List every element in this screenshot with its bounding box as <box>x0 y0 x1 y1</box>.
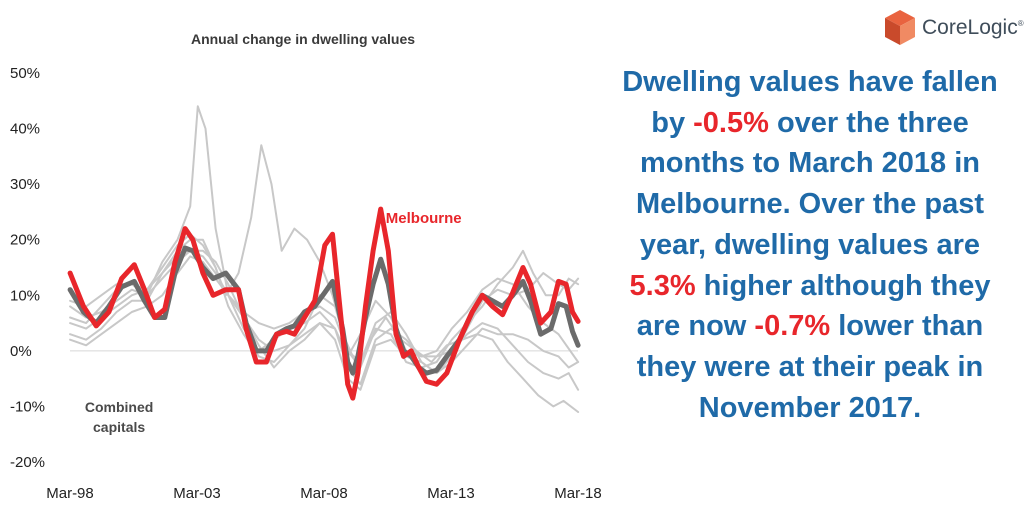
annual-change: 5.3% <box>629 269 696 302</box>
commentary-text: Dwelling values have fallen by -0.5% ove… <box>608 62 1012 428</box>
three-month-change: -0.5% <box>693 106 769 139</box>
combined-capitals-label: Combined <box>85 399 153 415</box>
corelogic-logo: CoreLogic® <box>880 6 1024 52</box>
x-tick-label: Mar-18 <box>554 485 602 502</box>
commentary-part-4: lower than they were at their peak in No… <box>636 310 984 424</box>
y-tick-label: 0% <box>10 343 32 360</box>
commentary-part-3: higher although they are now <box>636 269 991 343</box>
chart-area: Annual change in dwelling values 50% 40% 3… <box>10 31 602 502</box>
capital-city-line <box>69 249 580 391</box>
logo-text: CoreLogic <box>922 16 1018 39</box>
x-tick-label: Mar-13 <box>427 485 475 502</box>
x-tick-label: Mar-98 <box>46 485 94 502</box>
melbourne-line <box>67 206 581 401</box>
corelogic-cube-icon <box>885 10 915 45</box>
x-axis: Mar-98 Mar-03 Mar-08 Mar-13 Mar-18 <box>46 485 602 502</box>
capital-city-line <box>69 105 580 363</box>
x-tick-label: Mar-08 <box>300 485 348 502</box>
melbourne-label: Melbourne <box>386 210 462 227</box>
series-lines <box>67 105 581 413</box>
commentary-part-1: Dwelling values have fallen by <box>622 66 998 139</box>
y-tick-label: 10% <box>10 287 40 304</box>
combined-capitals-label: capitals <box>93 419 145 435</box>
y-tick-label: 30% <box>10 176 40 193</box>
x-tick-label: Mar-03 <box>173 485 221 502</box>
capital-city-line <box>69 233 580 369</box>
peak-change: -0.7% <box>754 310 831 343</box>
y-tick-label: -10% <box>10 398 45 415</box>
line-chart: Annual change in dwelling values 50% 40% 3… <box>10 31 602 502</box>
y-tick-label: 40% <box>10 121 40 138</box>
y-axis: 50% 40% 30% 20% 10% 0% -10% -20% <box>10 65 578 471</box>
annotations: Melbourne Combined capitals <box>85 210 462 435</box>
registered-mark: ® <box>1017 19 1024 28</box>
y-tick-label: -20% <box>10 454 45 471</box>
capital-city-line <box>69 249 580 391</box>
capital-city-line <box>69 255 580 375</box>
chart-title: Annual change in dwelling values <box>191 31 415 47</box>
y-tick-label: 50% <box>10 65 40 82</box>
commentary-part-2: over the three months to March 2018 in M… <box>635 106 985 261</box>
y-tick-label: 20% <box>10 232 40 249</box>
